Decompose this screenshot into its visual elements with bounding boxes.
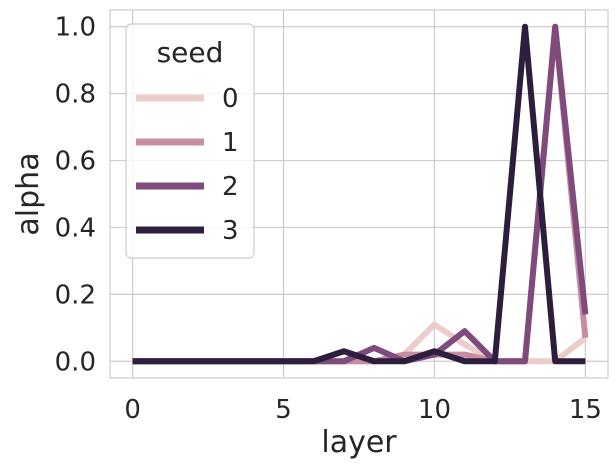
legend-label-seed-1: 1: [222, 128, 239, 158]
x-tick-labels: 0 5 10 15: [124, 395, 602, 425]
legend-title: seed: [157, 36, 224, 69]
plot-frame: [109, 9, 609, 379]
x-tick-label: 15: [569, 395, 602, 425]
legend-label-seed-0: 0: [222, 84, 239, 114]
y-tick-label: 1.0: [55, 13, 96, 43]
legend: seed 0 1 2 3: [125, 23, 255, 259]
series-line-seed-3: [132, 23, 586, 365]
legend-label-seed-3: 3: [222, 216, 239, 246]
y-axis-label: alpha: [11, 152, 46, 235]
y-tick-label: 0.8: [55, 80, 96, 110]
series-lines: [132, 23, 589, 365]
x-axis-label: layer: [321, 425, 397, 460]
legend-label-seed-2: 2: [222, 172, 239, 202]
y-tick-label: 0.6: [55, 147, 96, 177]
y-tick-label: 0.2: [55, 280, 96, 310]
x-tick-label: 5: [275, 395, 292, 425]
x-tick-label: 10: [418, 395, 451, 425]
x-tick-label: 0: [124, 395, 141, 425]
y-tick-label: 0.0: [55, 347, 96, 377]
y-tick-labels: 0.0 0.2 0.4 0.6 0.8 1.0: [55, 13, 96, 378]
y-tick-label: 0.4: [55, 213, 96, 243]
